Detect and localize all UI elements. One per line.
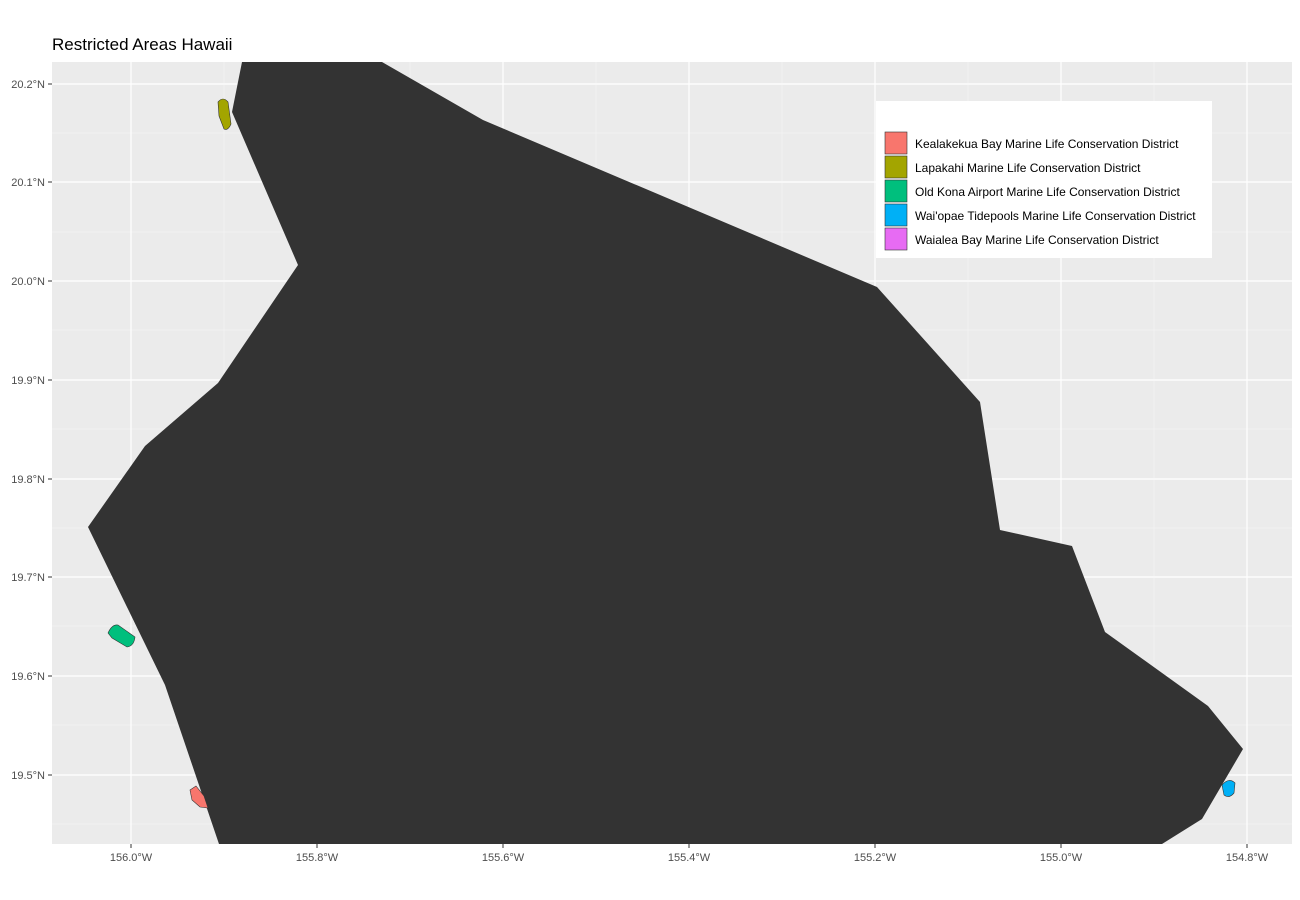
y-tick-label: 19.9°N: [11, 375, 45, 387]
legend-label: Kealakekua Bay Marine Life Conservation …: [915, 137, 1179, 151]
legend-label: Wai'opae Tidepools Marine Life Conservat…: [915, 209, 1196, 223]
legend-item[interactable]: Old Kona Airport Marine Life Conservatio…: [884, 179, 1180, 203]
island-landmass: [88, 62, 1243, 844]
legend-item[interactable]: Wai'opae Tidepools Marine Life Conservat…: [884, 203, 1196, 227]
x-tick-label: 155.6°W: [482, 852, 525, 864]
x-tick-label: 155.4°W: [668, 852, 711, 864]
x-tick-label: 154.8°W: [1226, 852, 1269, 864]
legend-key: [884, 179, 908, 203]
y-tick-label: 20.1°N: [11, 177, 45, 189]
y-axis-ticks: [48, 83, 52, 776]
x-tick-label: 155.2°W: [854, 852, 897, 864]
x-tick-label: 155.0°W: [1040, 852, 1083, 864]
legend-key: [884, 131, 908, 155]
legend-item[interactable]: Kealakekua Bay Marine Life Conservation …: [884, 131, 1179, 155]
legend: Kealakekua Bay Marine Life Conservation …: [876, 101, 1212, 258]
legend-item[interactable]: Lapakahi Marine Life Conservation Distri…: [884, 155, 1141, 179]
legend-label: Old Kona Airport Marine Life Conservatio…: [915, 185, 1180, 199]
x-tick-label: 156.0°W: [110, 852, 153, 864]
waiopae-tidepools-district-shape[interactable]: [1221, 780, 1236, 797]
x-axis-ticks: [130, 844, 1248, 848]
y-tick-label: 19.8°N: [11, 474, 45, 486]
y-tick-label: 19.5°N: [11, 770, 45, 782]
kealakekua-bay-district-shape[interactable]: [189, 785, 209, 809]
y-tick-label: 20.2°N: [11, 79, 45, 91]
lapakahi-district-shape[interactable]: [217, 98, 232, 130]
old-kona-airport-district-shape[interactable]: [107, 624, 136, 648]
map-title: Restricted Areas Hawaii: [52, 35, 233, 54]
legend-key: [884, 227, 908, 251]
y-tick-label: 19.7°N: [11, 572, 45, 584]
legend-item[interactable]: Waialea Bay Marine Life Conservation Dis…: [884, 227, 1159, 251]
legend-key: [884, 155, 908, 179]
legend-background: [876, 101, 1212, 258]
y-tick-label: 19.6°N: [11, 671, 45, 683]
legend-label: Waialea Bay Marine Life Conservation Dis…: [915, 233, 1159, 247]
legend-label: Lapakahi Marine Life Conservation Distri…: [915, 161, 1141, 175]
legend-key: [884, 203, 908, 227]
y-tick-label: 20.0°N: [11, 276, 45, 288]
x-tick-label: 155.8°W: [296, 852, 339, 864]
